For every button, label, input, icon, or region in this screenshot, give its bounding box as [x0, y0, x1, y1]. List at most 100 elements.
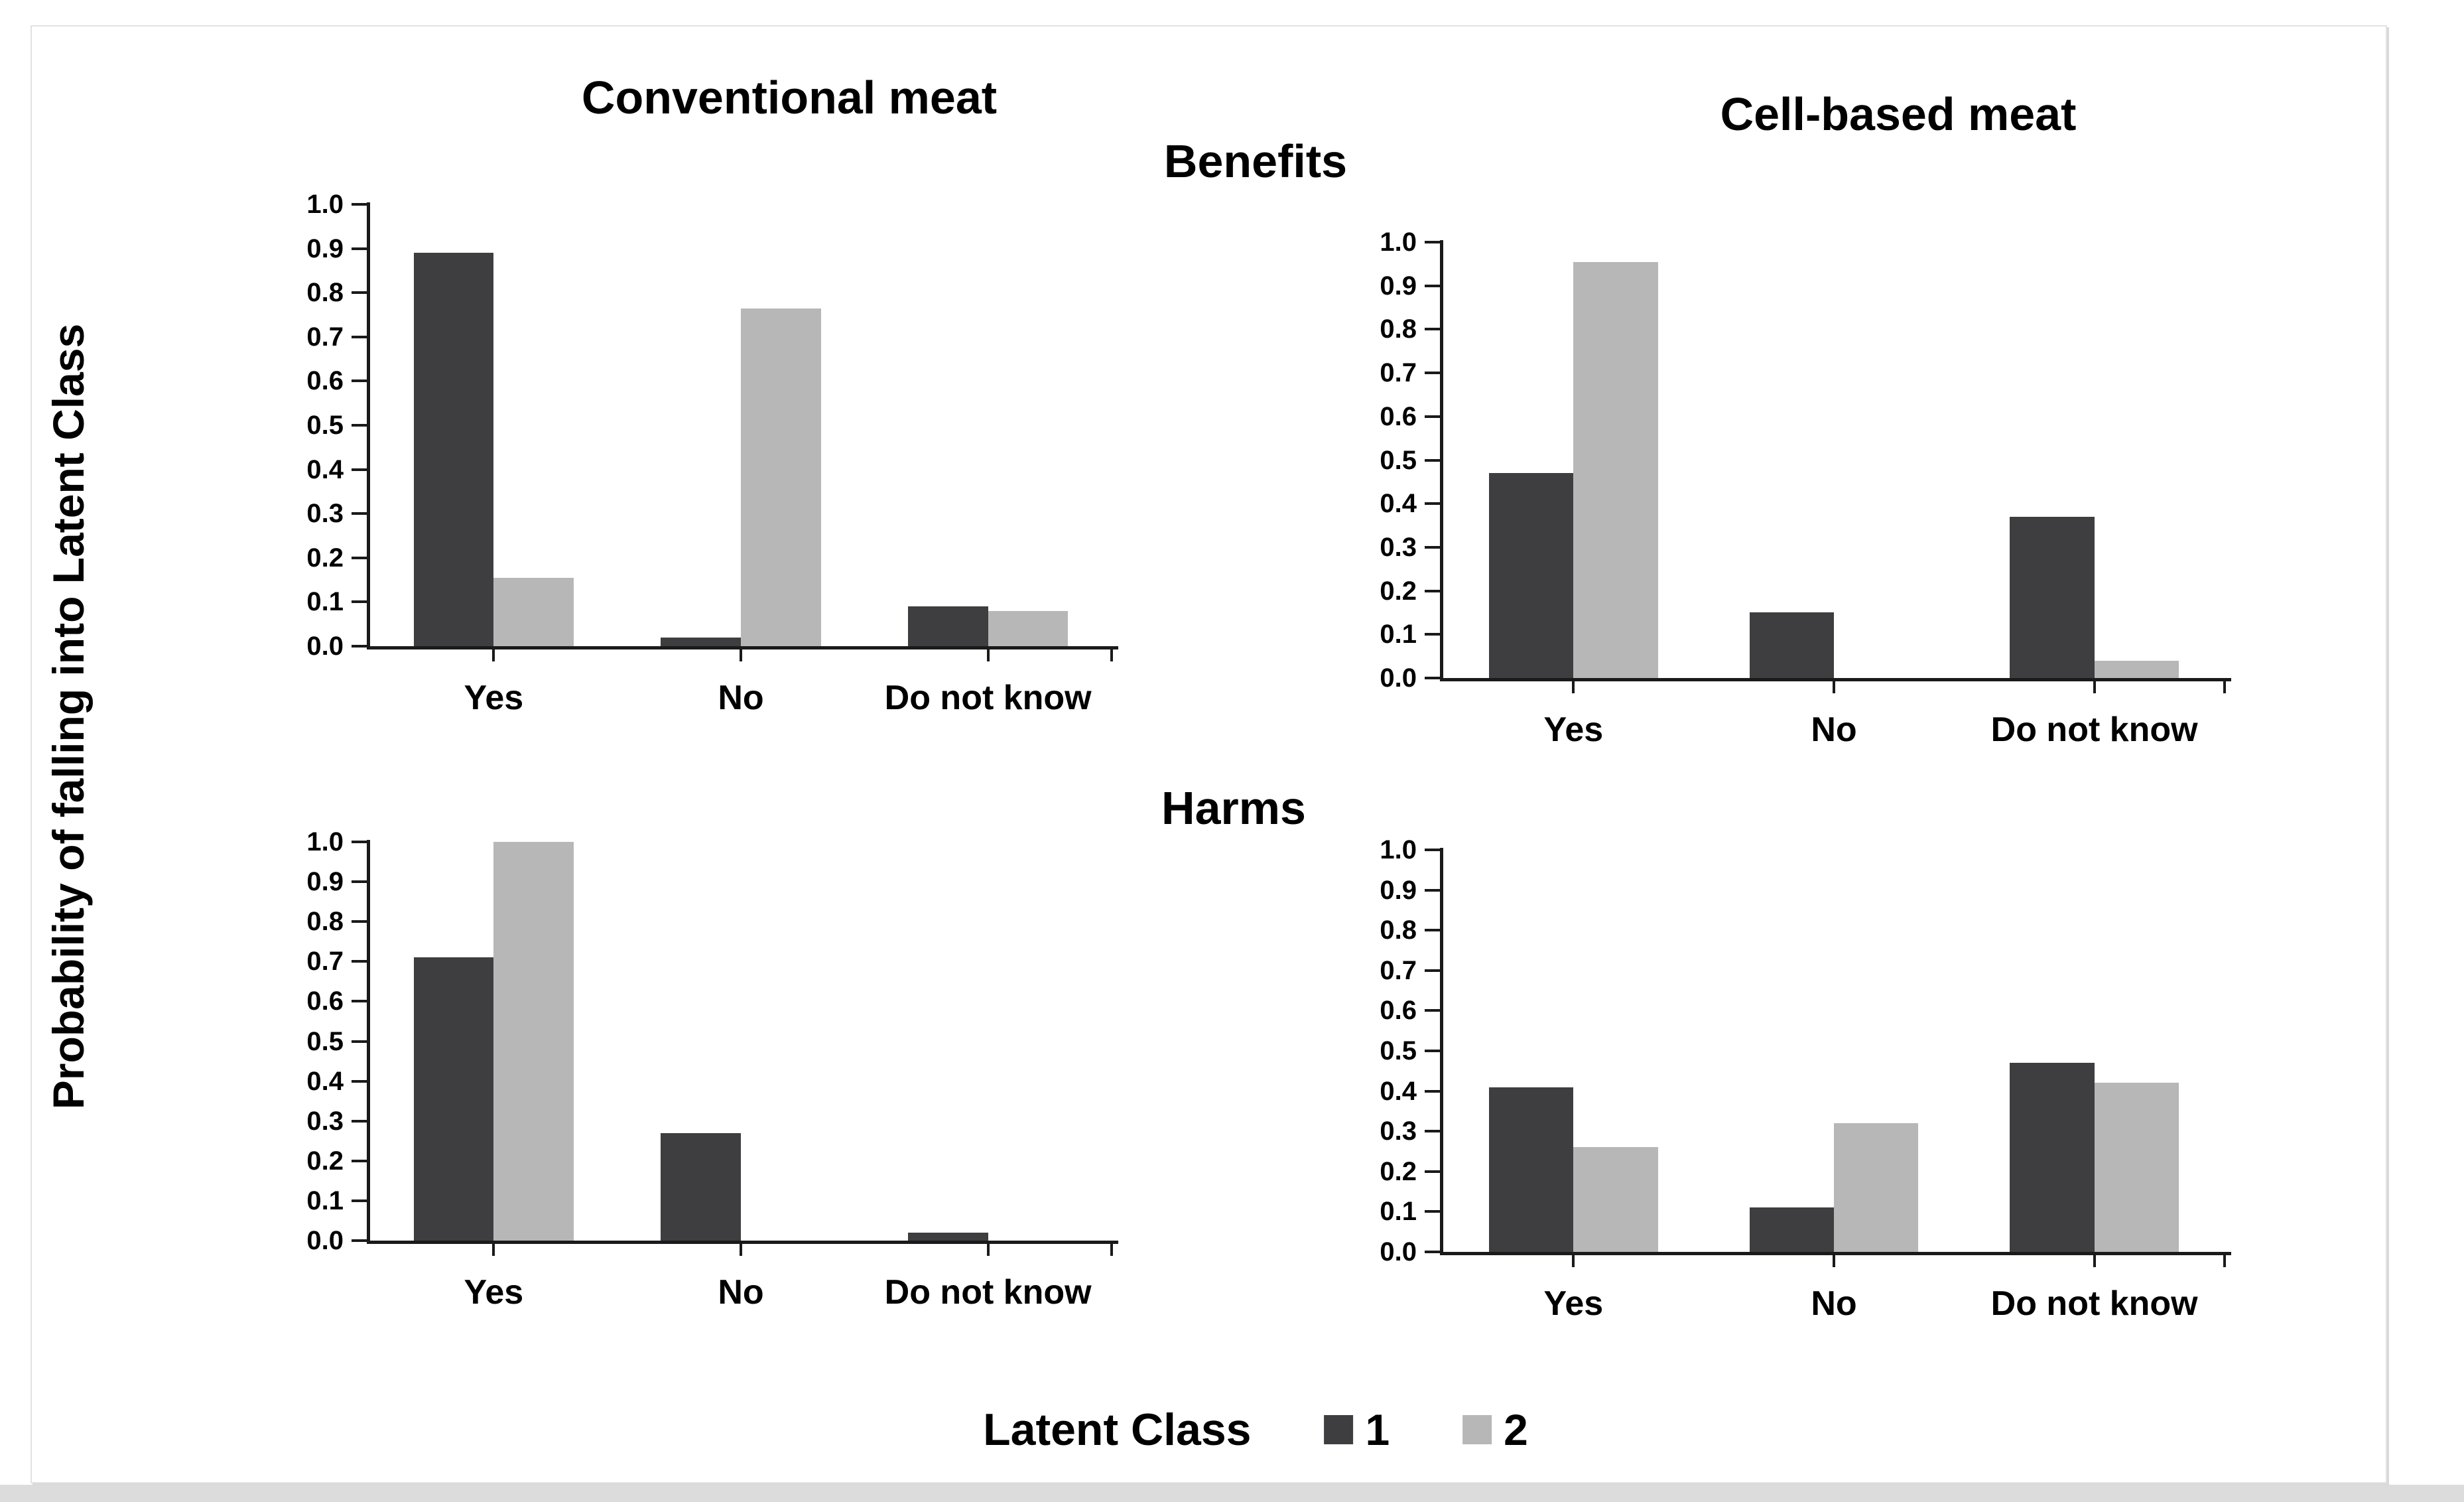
- y-axis-tick-label: 0.8: [306, 278, 344, 308]
- y-axis-tick-label: 0.0: [306, 632, 344, 661]
- y-axis-tick: [352, 335, 367, 338]
- x-category-label: Do not know: [884, 1273, 1092, 1312]
- x-axis-tick: [986, 649, 990, 661]
- y-axis-tick: [352, 920, 367, 923]
- y-axis-tick-label: 0.8: [1380, 314, 1417, 344]
- bar-class1-do-not-know: [907, 606, 988, 646]
- column-title-conventional-meat: Conventional meat: [581, 72, 998, 123]
- bar-class1-yes: [413, 253, 494, 646]
- y-axis-tick-label: 0.6: [1380, 401, 1417, 431]
- y-axis-tick: [352, 291, 367, 295]
- y-axis-tick: [1425, 969, 1440, 972]
- x-axis-tick: [492, 1243, 495, 1256]
- legend-entry-class2: 2: [1462, 1404, 1528, 1455]
- y-axis-tick-label: 0.0: [306, 1226, 344, 1255]
- y-axis-tick: [352, 1040, 367, 1043]
- x-axis-tick: [1110, 1243, 1113, 1256]
- y-axis-tick: [352, 1079, 367, 1083]
- column-title-cell-based-meat: Cell-based meat: [1720, 88, 2077, 140]
- y-axis-tick-label: 0.0: [1380, 1237, 1417, 1266]
- y-axis-tick: [1425, 633, 1440, 636]
- x-category-label: Do not know: [1990, 1284, 2198, 1323]
- x-axis-line: [1440, 678, 2231, 681]
- y-axis-tick: [1425, 328, 1440, 331]
- y-axis-line: [1440, 240, 1443, 681]
- bar-class2-do-not-know: [2094, 661, 2179, 678]
- bar-class2-yes: [1573, 1147, 1658, 1252]
- legend: Latent Class 1 2: [983, 1404, 1528, 1456]
- page-bottom-strip: [0, 1485, 2464, 1502]
- y-axis-tick-label: 0.5: [1380, 445, 1417, 475]
- y-axis-tick: [1425, 1089, 1440, 1093]
- y-axis-tick-label: 0.1: [1380, 620, 1417, 649]
- legend-label-class1: 1: [1365, 1405, 1390, 1454]
- y-axis-tick: [352, 841, 367, 843]
- y-axis-tick-label: 0.5: [306, 1026, 344, 1056]
- bar-class2-yes: [493, 578, 574, 646]
- x-category-label: No: [718, 679, 764, 717]
- y-axis-tick: [352, 247, 367, 250]
- bar-class1-no: [661, 638, 741, 646]
- y-axis-tick: [1425, 284, 1440, 287]
- chart-cell-based-meat-harms: 0.0 0.1 0.2 0.3 0.4 0.5 0.6 0.7 0.8 0.9 1.0 Yes No Do…: [1380, 835, 2231, 1323]
- bar-class2-yes: [1573, 262, 1658, 678]
- legend-swatch-class2-icon: [1462, 1415, 1492, 1444]
- y-axis-tick-label: 0.4: [306, 454, 344, 484]
- y-axis-tick: [1425, 1210, 1440, 1213]
- y-axis-tick-label: 0.4: [1380, 1076, 1417, 1106]
- y-axis-tick-label: 0.8: [1380, 916, 1417, 945]
- bar-class2-do-not-know: [2094, 1083, 2179, 1252]
- y-axis-tick-label: 0.7: [1380, 955, 1417, 985]
- y-axis-tick-label: 0.3: [306, 499, 344, 529]
- bar-class1-do-not-know: [2010, 1063, 2095, 1252]
- x-axis-tick: [492, 649, 495, 661]
- chart-conventional-meat-benefits: 0.0 0.1 0.2 0.3 0.4 0.5 0.6 0.7 0.8 0.9 1.0 Yes No Do…: [306, 190, 1118, 717]
- y-axis-tick: [1425, 1251, 1440, 1253]
- y-axis-tick-label: 0.8: [306, 907, 344, 937]
- bar-class2-no: [741, 308, 821, 646]
- x-category-label: Yes: [1543, 1284, 1604, 1323]
- y-axis-tick: [352, 880, 367, 884]
- y-axis-tick: [352, 1000, 367, 1003]
- y-axis-tick: [352, 379, 367, 383]
- y-axis-label: Probability of falling into Latent Class: [44, 323, 93, 1110]
- y-axis-tick-label: 0.2: [306, 1146, 344, 1176]
- y-axis-tick-label: 0.4: [306, 1066, 344, 1096]
- x-category-label: Yes: [464, 1273, 524, 1312]
- y-axis-tick: [352, 556, 367, 559]
- y-axis-tick-label: 0.2: [306, 543, 344, 573]
- y-axis-tick: [352, 600, 367, 604]
- bar-class1-no: [1749, 1207, 1834, 1252]
- y-axis-tick-label: 0.1: [306, 587, 344, 617]
- y-axis-tick-label: 0.9: [306, 867, 344, 897]
- chart-conventional-meat-harms: 0.0 0.1 0.2 0.3 0.4 0.5 0.6 0.7 0.8 0.9 1.0 Yes No Do…: [306, 827, 1118, 1312]
- y-axis-tick-label: 1.0: [306, 190, 344, 219]
- y-axis-tick: [1425, 1050, 1440, 1052]
- bar-class2-no: [1834, 1123, 1919, 1252]
- y-axis-tick: [352, 424, 367, 427]
- x-axis-tick: [1833, 1255, 1835, 1267]
- x-axis-line: [1440, 1252, 2231, 1255]
- x-axis-tick: [986, 1243, 990, 1256]
- y-axis-tick-label: 0.9: [306, 234, 344, 263]
- legend-label-class2: 2: [1504, 1405, 1528, 1454]
- y-axis-tick: [352, 203, 367, 206]
- x-axis-tick: [2223, 681, 2226, 693]
- x-axis-tick: [1833, 681, 1835, 693]
- y-axis-tick: [1425, 502, 1440, 506]
- y-axis-tick: [1425, 415, 1440, 418]
- x-axis-tick: [2223, 1255, 2226, 1267]
- y-axis-tick: [352, 512, 367, 515]
- y-axis-tick: [352, 1159, 367, 1162]
- y-axis-tick: [352, 1239, 367, 1242]
- x-axis-tick: [1572, 1255, 1575, 1267]
- y-axis-tick: [1425, 929, 1440, 932]
- y-axis-tick-label: 0.3: [1380, 1117, 1417, 1146]
- y-axis-tick: [1425, 849, 1440, 851]
- bar-class1-no: [661, 1133, 741, 1241]
- y-axis-tick: [1425, 545, 1440, 549]
- x-axis-tick: [1110, 649, 1113, 661]
- x-category-label: No: [1811, 711, 1857, 749]
- bar-class1-yes: [1489, 1087, 1574, 1252]
- x-axis-tick: [2093, 681, 2096, 693]
